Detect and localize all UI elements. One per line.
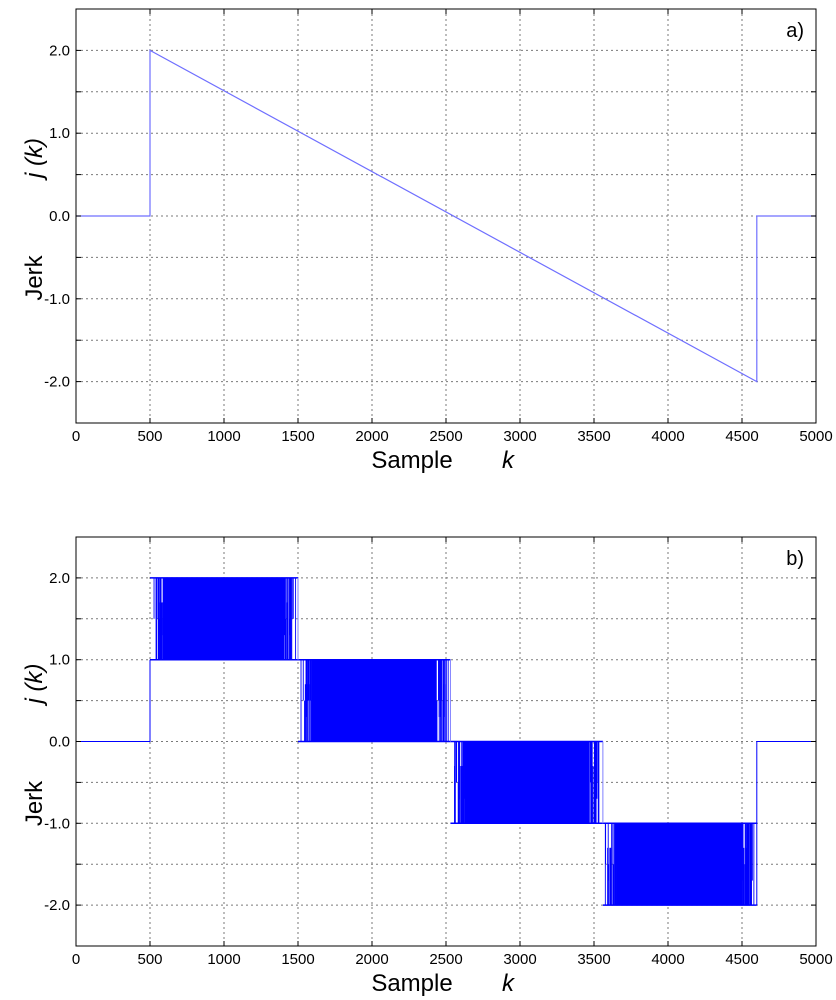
y-tick-label: 2.0 — [49, 570, 70, 587]
switching-block-core — [163, 577, 285, 660]
panel-a-ylabel-var: j (k) — [21, 138, 48, 181]
panel-a-chart: 0 500 1000 1500 2000 2500 3000 3500 4000 4500 5000… — [21, 8, 833, 474]
panel-b-ticks: 0 500 1000 1500 2000 2500 3000 3500 4000 4500 5000… — [44, 537, 833, 968]
x-tick-label: 2500 — [429, 951, 462, 968]
y-tick-label: 1.0 — [49, 125, 70, 142]
panel-a-grid — [76, 9, 816, 423]
switching-block — [449, 659, 603, 825]
x-tick-label: 5000 — [799, 951, 832, 968]
series-line-start — [76, 659, 151, 742]
panel-a-xlabel-var: k — [502, 447, 516, 474]
x-tick-label: 1500 — [281, 951, 314, 968]
panel-b-ylabel: Jerk — [21, 780, 48, 826]
panel-b-xlabel-var: k — [502, 970, 516, 997]
x-tick-label: 4000 — [651, 951, 684, 968]
series-line — [76, 49, 816, 383]
x-tick-label: 4500 — [725, 428, 758, 445]
panel-a-ticks: 0 500 1000 1500 2000 2500 3000 3500 4000 4500 5000… — [44, 9, 833, 445]
y-tick-label: -2.0 — [44, 897, 70, 914]
x-tick-label: 4500 — [725, 951, 758, 968]
panel-a-xlabel: Sample — [371, 447, 452, 474]
series-line-end — [756, 741, 816, 906]
x-tick-label: 2000 — [355, 428, 388, 445]
y-tick-label: 0.0 — [49, 208, 70, 225]
x-tick-label: 0 — [72, 428, 80, 445]
x-tick-label: 3000 — [503, 951, 536, 968]
panel-b-data — [76, 577, 816, 906]
x-tick-label: 1500 — [281, 428, 314, 445]
panel-a-label: a) — [786, 20, 804, 42]
switching-block-core — [464, 741, 590, 824]
panel-b-xlabel: Sample — [371, 970, 452, 997]
x-tick-label: 500 — [137, 951, 162, 968]
x-tick-label: 3500 — [577, 951, 610, 968]
x-tick-label: 1000 — [207, 951, 240, 968]
switching-block — [297, 577, 451, 743]
panel-a-data — [76, 49, 816, 383]
x-tick-label: 0 — [72, 951, 80, 968]
panel-b-label: b) — [786, 548, 804, 570]
y-tick-label: -1.0 — [44, 815, 70, 832]
x-tick-label: 500 — [137, 428, 162, 445]
panel-b-ylabel-var: j (k) — [21, 664, 48, 707]
y-tick-label: 0.0 — [49, 734, 70, 751]
x-tick-label: 1000 — [207, 428, 240, 445]
y-tick-label: 2.0 — [49, 42, 70, 59]
panel-b-chart: 0 500 1000 1500 2000 2500 3000 3500 4000 4500 5000… — [21, 536, 833, 997]
switching-block — [150, 577, 298, 661]
y-tick-label: -2.0 — [44, 374, 70, 391]
switching-block-core — [311, 659, 437, 742]
x-tick-label: 5000 — [799, 428, 832, 445]
panel-a-ylabel: Jerk — [21, 254, 48, 300]
x-tick-label: 3000 — [503, 428, 536, 445]
y-tick-label: -1.0 — [44, 291, 70, 308]
switching-block-core — [616, 823, 743, 906]
x-tick-label: 3500 — [577, 428, 610, 445]
x-tick-label: 2500 — [429, 428, 462, 445]
x-tick-label: 4000 — [651, 428, 684, 445]
switching-block — [602, 741, 757, 906]
x-tick-label: 2000 — [355, 951, 388, 968]
y-tick-label: 1.0 — [49, 652, 70, 669]
